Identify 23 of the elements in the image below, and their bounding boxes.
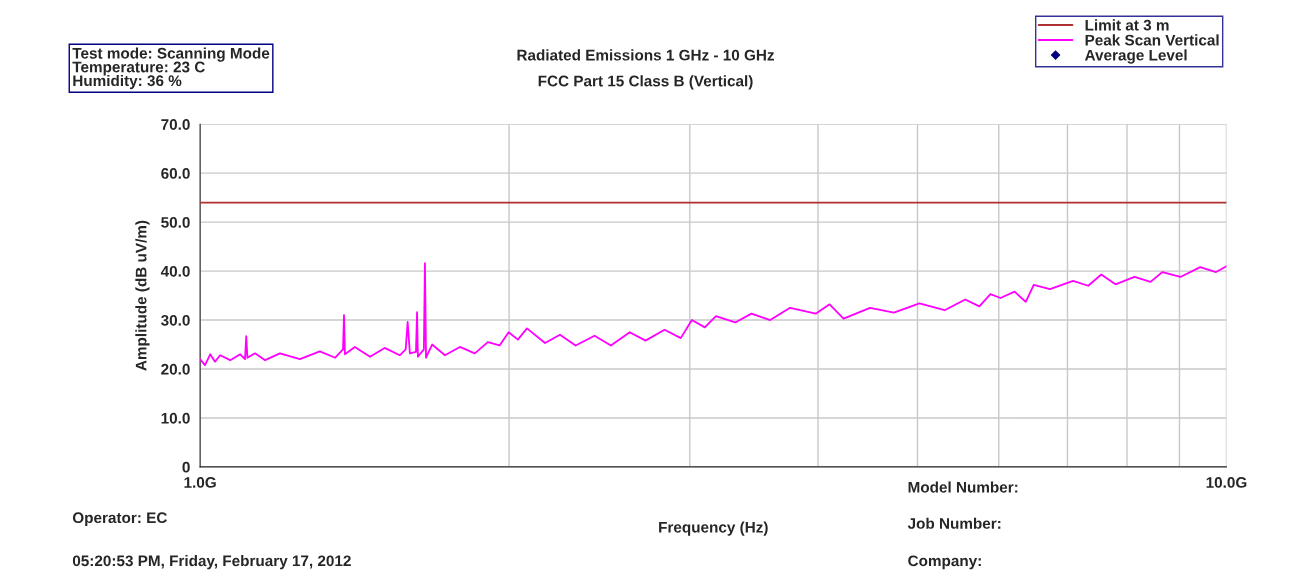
legend-label: Peak Scan Vertical	[1085, 34, 1219, 46]
text: 05:20:53 PM, Friday, February 17, 2012	[72, 555, 351, 570]
y-axis-title: Amplitude (dB uV/m)	[135, 220, 150, 371]
text: Operator: EC	[72, 512, 167, 527]
y-tick-label: 70.0	[161, 119, 190, 130]
x-tick-label: 10.0G	[1206, 477, 1247, 488]
x-axis-title: Frequency (Hz)	[659, 521, 768, 536]
chart-title: Radiated Emissions 1 GHz - 10 GHz	[517, 49, 774, 61]
text: Job Number:	[907, 517, 1001, 529]
y-tick-label: 40.0	[160, 265, 190, 277]
text: Test mode: Scanning Mode Temperature: 23 C Humidity: 36 %	[72, 47, 270, 90]
legend-label: Limit at 3 m	[1085, 19, 1169, 31]
x-tick-label: 1.0G	[184, 477, 216, 488]
y-tick-label: 60.0	[161, 168, 190, 179]
y-tick-label: 10.0	[161, 412, 190, 424]
text: Model Number:	[908, 481, 1018, 493]
text: Company:	[908, 555, 981, 570]
y-tick-label: 0	[182, 461, 190, 473]
y-tick-label: 30.0	[161, 314, 190, 326]
y-tick-label: 20.0	[161, 363, 190, 375]
y-tick-label: 50.0	[161, 216, 190, 228]
chart-subtitle: FCC Part 15 Class B (Vertical)	[538, 75, 753, 90]
legend-label: Average Level	[1084, 49, 1187, 64]
